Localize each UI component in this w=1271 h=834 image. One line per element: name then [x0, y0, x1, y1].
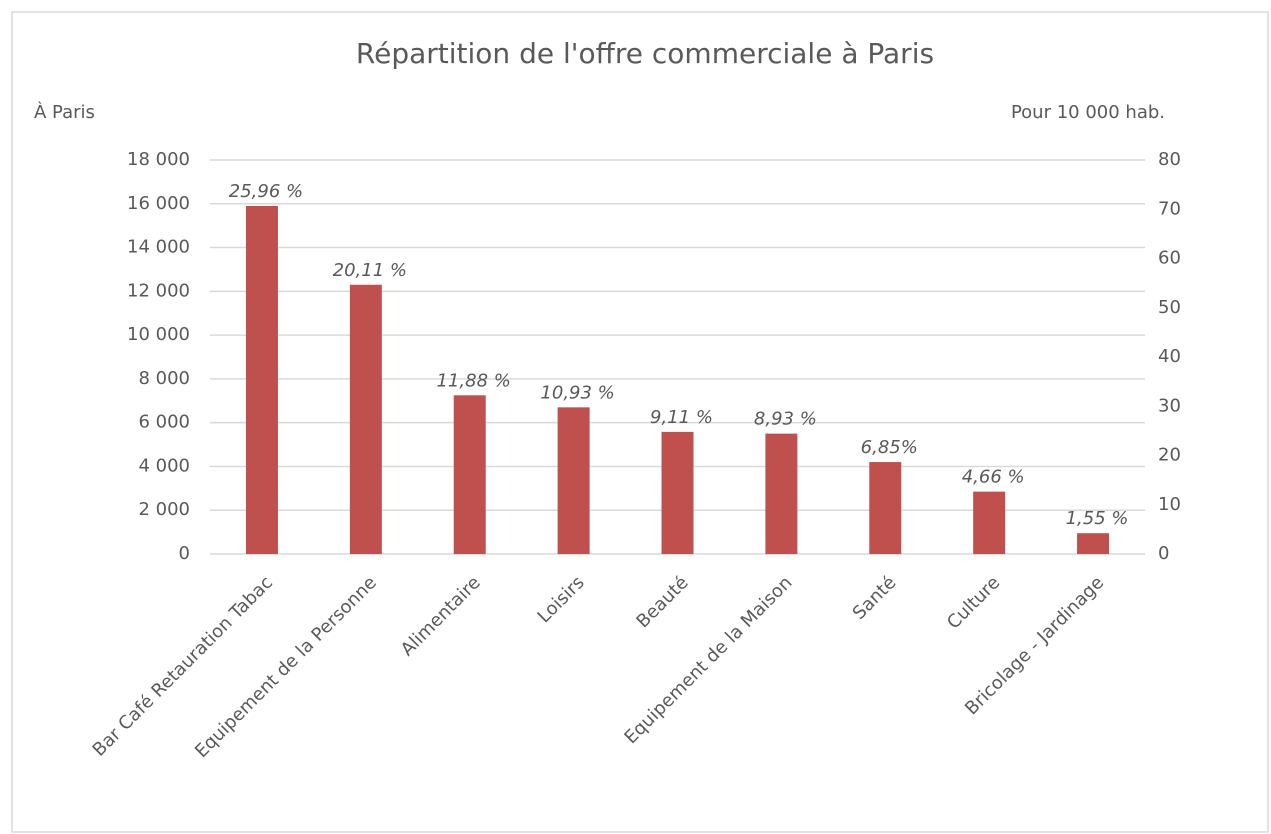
y2-tick-label: 70 — [1158, 198, 1181, 219]
y2-axis-label: Pour 10 000 hab. — [1011, 102, 1165, 123]
bar — [1077, 533, 1110, 554]
y2-tick-label: 20 — [1158, 445, 1181, 466]
y-tick-label: 8 000 — [138, 368, 190, 389]
bar — [245, 205, 278, 554]
y2-tick-label: 0 — [1158, 543, 1169, 564]
bar — [973, 491, 1006, 554]
data-label: 25,96 % — [229, 181, 303, 202]
y-tick-label: 6 000 — [138, 412, 190, 433]
data-label: 20,11 % — [333, 260, 407, 281]
bar — [557, 407, 590, 554]
y-tick-label: 0 — [179, 543, 190, 564]
y-tick-label: 16 000 — [127, 193, 190, 214]
bar — [453, 395, 486, 554]
y2-tick-label: 50 — [1158, 297, 1181, 318]
y2-tick-label: 60 — [1158, 248, 1181, 269]
y-tick-label: 18 000 — [127, 149, 190, 170]
data-label: 6,85% — [861, 437, 918, 458]
data-label: 11,88 % — [437, 370, 511, 391]
y-axis-label: À Paris — [34, 101, 95, 123]
y-tick-label: 4 000 — [138, 455, 190, 476]
bar — [765, 433, 798, 554]
data-label: 4,66 % — [962, 467, 1025, 488]
chart-title: Répartition de l'offre commerciale à Par… — [356, 37, 934, 70]
y2-tick-label: 30 — [1158, 395, 1181, 416]
data-label: 1,55 % — [1066, 508, 1129, 529]
bar — [349, 284, 382, 554]
y2-tick-label: 80 — [1158, 149, 1181, 170]
y-tick-label: 12 000 — [127, 280, 190, 301]
y2-tick-label: 10 — [1158, 494, 1181, 515]
data-label: 8,93 % — [754, 409, 817, 430]
y-tick-label: 10 000 — [127, 324, 190, 345]
data-label: 10,93 % — [540, 382, 614, 403]
bar — [869, 462, 902, 554]
y2-tick-label: 40 — [1158, 346, 1181, 367]
y-tick-label: 2 000 — [138, 499, 190, 520]
bar — [661, 431, 694, 554]
data-label: 9,11 % — [650, 407, 713, 428]
y-tick-label: 14 000 — [127, 237, 190, 258]
